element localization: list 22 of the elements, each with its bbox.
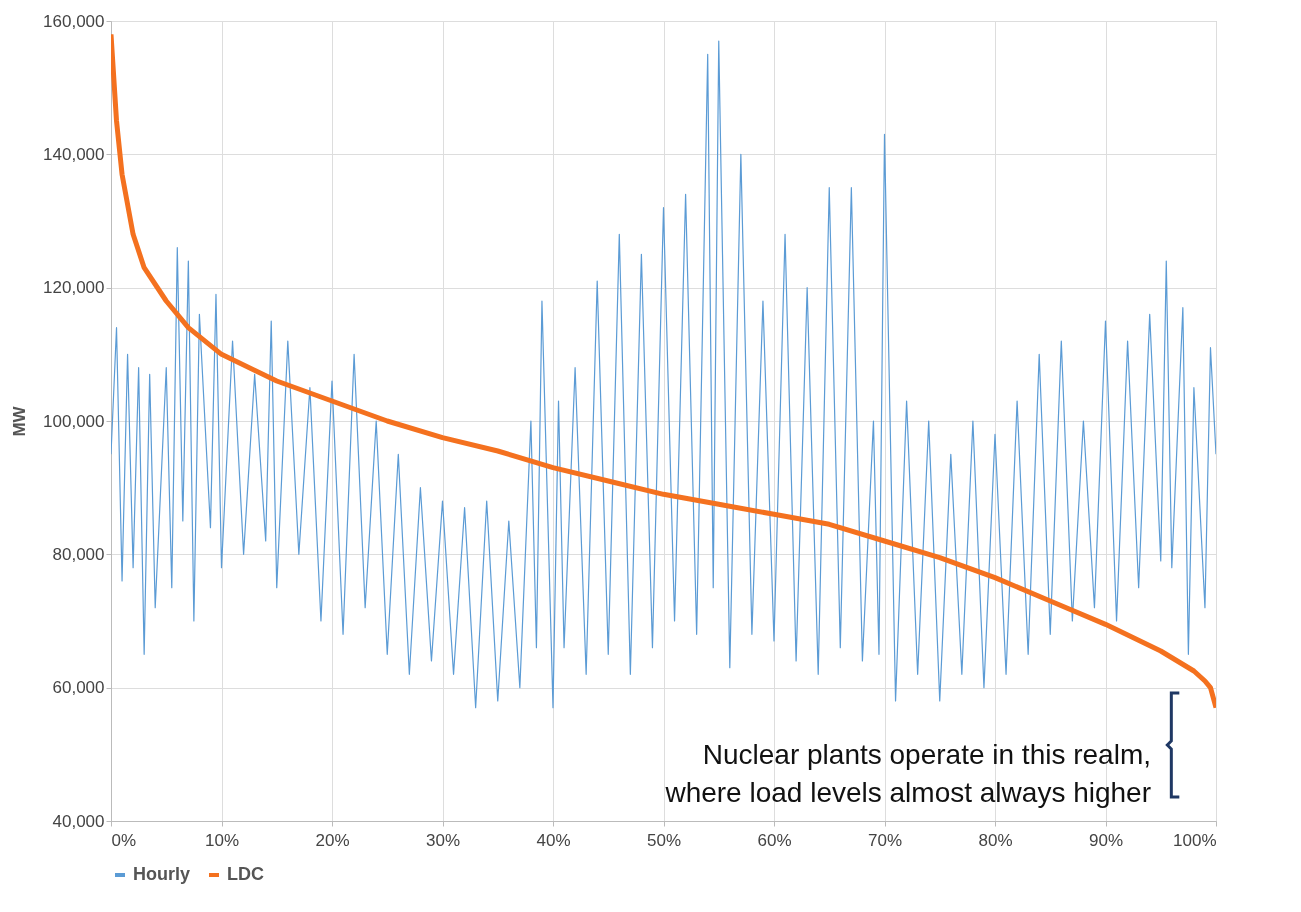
x-tick-label: 80%: [978, 830, 1013, 850]
y-tick-label: 40,000: [52, 811, 105, 831]
y-tick-label: 160,000: [43, 11, 105, 31]
legend-label: Hourly: [133, 864, 191, 884]
x-tick-label: 20%: [315, 830, 350, 850]
legend-label: LDC: [227, 864, 264, 884]
y-tick-label: 100,000: [43, 411, 105, 431]
y-tick-label: 80,000: [52, 544, 105, 564]
x-tick-label: 70%: [867, 830, 903, 850]
x-tick-label: 10%: [204, 830, 240, 850]
x-tick-label: 40%: [536, 830, 571, 850]
x-tick-label: 60%: [757, 830, 792, 850]
x-tick-label: 100%: [1173, 830, 1217, 850]
y-tick-label: 120,000: [43, 278, 105, 298]
annotation: Nuclear plants operate in this realm, where load levels almost always higher: [664, 739, 1151, 808]
x-tick-label: 50%: [646, 830, 682, 850]
y-tick-label: 140,000: [43, 144, 105, 164]
y-axis-title: MW: [10, 405, 30, 437]
x-tick-label: 90%: [1088, 830, 1124, 850]
x-tick-label: 30%: [425, 830, 461, 850]
y-tick-label: 60,000: [52, 678, 105, 698]
x-tick-label: 0%: [111, 830, 137, 850]
